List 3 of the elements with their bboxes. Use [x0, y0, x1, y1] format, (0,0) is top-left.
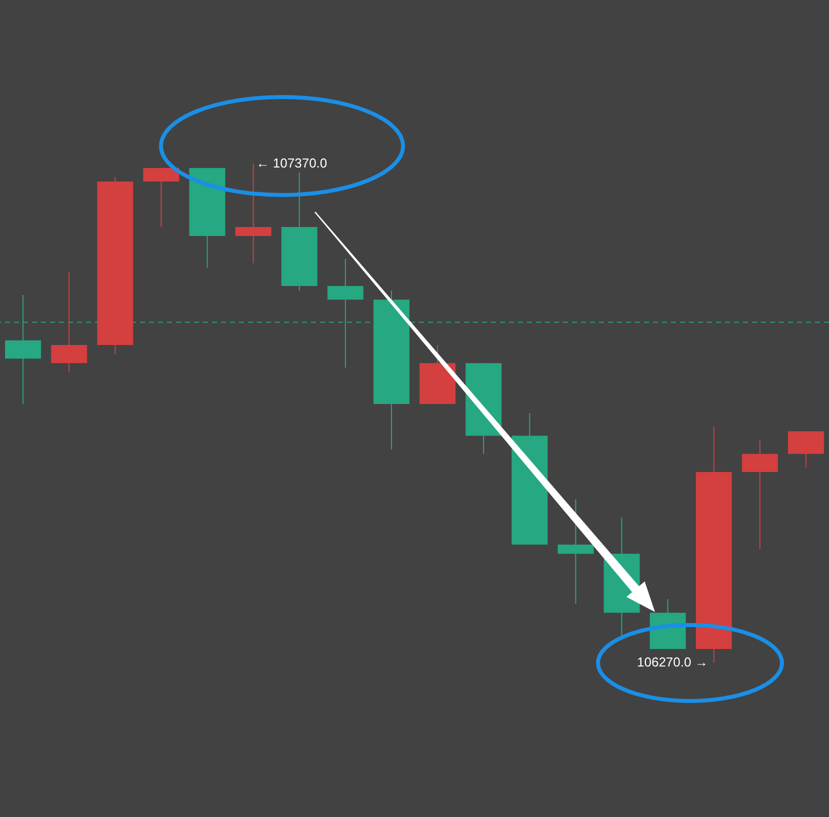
- annotation: 106270.0 →: [637, 654, 708, 670]
- annotation: ← 107370.0: [256, 155, 328, 170]
- candlestick: [235, 162, 272, 264]
